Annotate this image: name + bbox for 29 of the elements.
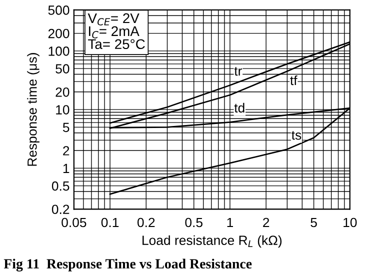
y-tick-label: 0.5 [52, 181, 70, 191]
y-tick-label: 0.2 [52, 204, 70, 214]
annotation: I$_{C}$= 2mA [89, 26, 140, 38]
x-tick-label: 0.1 [101, 218, 119, 228]
x-tick-label: 2 [263, 218, 270, 228]
x-tick-label: 1 [227, 218, 233, 228]
y-tick-label: 5 [62, 122, 70, 132]
text: Fig 11 Response Time vs Load Resistance [4, 258, 252, 272]
y-tick-label: 10 [56, 105, 70, 114]
series-label: tf [290, 75, 298, 86]
x-tick-label: 0.2 [137, 218, 155, 228]
y-tick-label: 2 [63, 146, 70, 156]
x-tick-label: 5 [310, 218, 317, 228]
series-label: td [234, 102, 244, 113]
x-axis-title: Load resistance R$_{L}$ (kΩ) [142, 235, 282, 248]
y-tick-label: 20 [56, 87, 70, 97]
x-tick-label: 0.05 [62, 218, 86, 228]
series-label: tr [234, 67, 242, 76]
y-tick-label: 200 [48, 28, 70, 38]
y-tick-label: 1 [63, 164, 70, 173]
x-tick-label: 0.5 [185, 218, 202, 228]
x-tick-label: 10 [344, 218, 357, 228]
y-axis-title: Response time (μs) [27, 53, 40, 166]
y-tick-label: 500 [48, 6, 70, 15]
annotation: V$_{CE}$= 2V [88, 13, 140, 26]
annotation: Ta= 25°C [88, 39, 145, 50]
series-label: ts [292, 131, 302, 140]
y-tick-label: 100 [48, 46, 70, 56]
y-tick-label: 50 [56, 64, 70, 74]
